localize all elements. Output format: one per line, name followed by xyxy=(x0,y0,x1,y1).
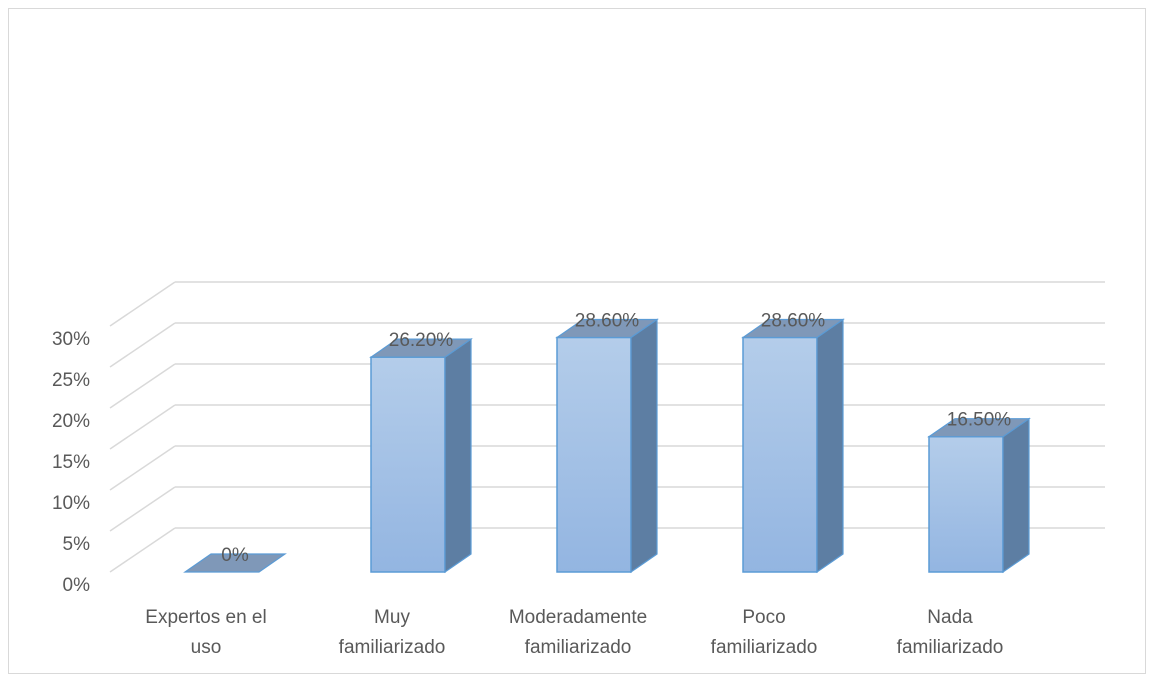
category-label: Nada familiarizado xyxy=(897,607,1004,658)
bar-front xyxy=(556,336,632,573)
bar-top xyxy=(741,318,845,339)
gridline-diagonal xyxy=(109,363,176,409)
category-label: Expertos en el uso xyxy=(145,607,266,658)
category-label-line: familiarizado xyxy=(897,637,1004,658)
y-tick-label: 30% xyxy=(52,329,90,350)
data-label: 16.50% xyxy=(947,410,1012,431)
bar-top xyxy=(183,553,287,573)
category-label-line: Moderadamente xyxy=(509,607,647,628)
gridline-diagonal xyxy=(109,445,176,491)
data-label: 28.60% xyxy=(575,310,640,331)
category-label: Muy familiarizado xyxy=(339,607,446,658)
category-label-line: Muy xyxy=(374,607,410,628)
data-labels: 0% 26.20% 28.60% 28.60% 16.50% xyxy=(221,310,1011,566)
bar-side xyxy=(444,338,472,574)
gridline-diagonal xyxy=(109,486,176,532)
bar-top xyxy=(555,318,659,339)
y-tick-label: 5% xyxy=(63,534,91,555)
bar-front xyxy=(742,336,818,573)
gridline-diagonal xyxy=(109,322,176,368)
bar-side xyxy=(1002,417,1030,574)
category-label: Poco familiarizado xyxy=(711,607,818,658)
category-label: Moderadamente familiarizado xyxy=(509,607,647,658)
bar xyxy=(369,338,473,574)
gridline-diagonal xyxy=(109,281,176,327)
bar-top xyxy=(927,418,1031,438)
bar-front xyxy=(928,435,1004,573)
y-tick-label: 25% xyxy=(52,370,90,391)
gridline-diagonal xyxy=(109,527,176,573)
data-label: 0% xyxy=(221,545,249,566)
category-label-line: familiarizado xyxy=(711,637,818,658)
bar-top xyxy=(369,338,473,358)
data-label: 26.20% xyxy=(389,330,454,351)
bars xyxy=(183,318,1031,574)
y-tick-label: 0% xyxy=(63,575,91,596)
category-label-line: Poco xyxy=(742,607,785,628)
gridline-diagonal xyxy=(109,404,176,450)
bar xyxy=(741,318,845,574)
bar-front xyxy=(370,356,446,573)
category-label-line: Nada xyxy=(927,607,973,628)
y-tick-label: 10% xyxy=(52,493,90,514)
bar xyxy=(555,318,659,574)
category-label-line: Expertos en el xyxy=(145,607,266,628)
y-tick-label: 15% xyxy=(52,452,90,473)
y-tick-label: 20% xyxy=(52,411,90,432)
y-axis-ticks: 0% 5% 10% 15% 20% 25% 30% xyxy=(52,329,90,596)
bar xyxy=(183,553,287,573)
data-label: 28.60% xyxy=(761,310,826,331)
bar-side xyxy=(630,318,658,574)
bar xyxy=(927,417,1031,574)
category-label-line: uso xyxy=(191,637,222,658)
category-label-line: familiarizado xyxy=(525,637,632,658)
bar-side xyxy=(816,318,844,574)
category-label-line: familiarizado xyxy=(339,637,446,658)
